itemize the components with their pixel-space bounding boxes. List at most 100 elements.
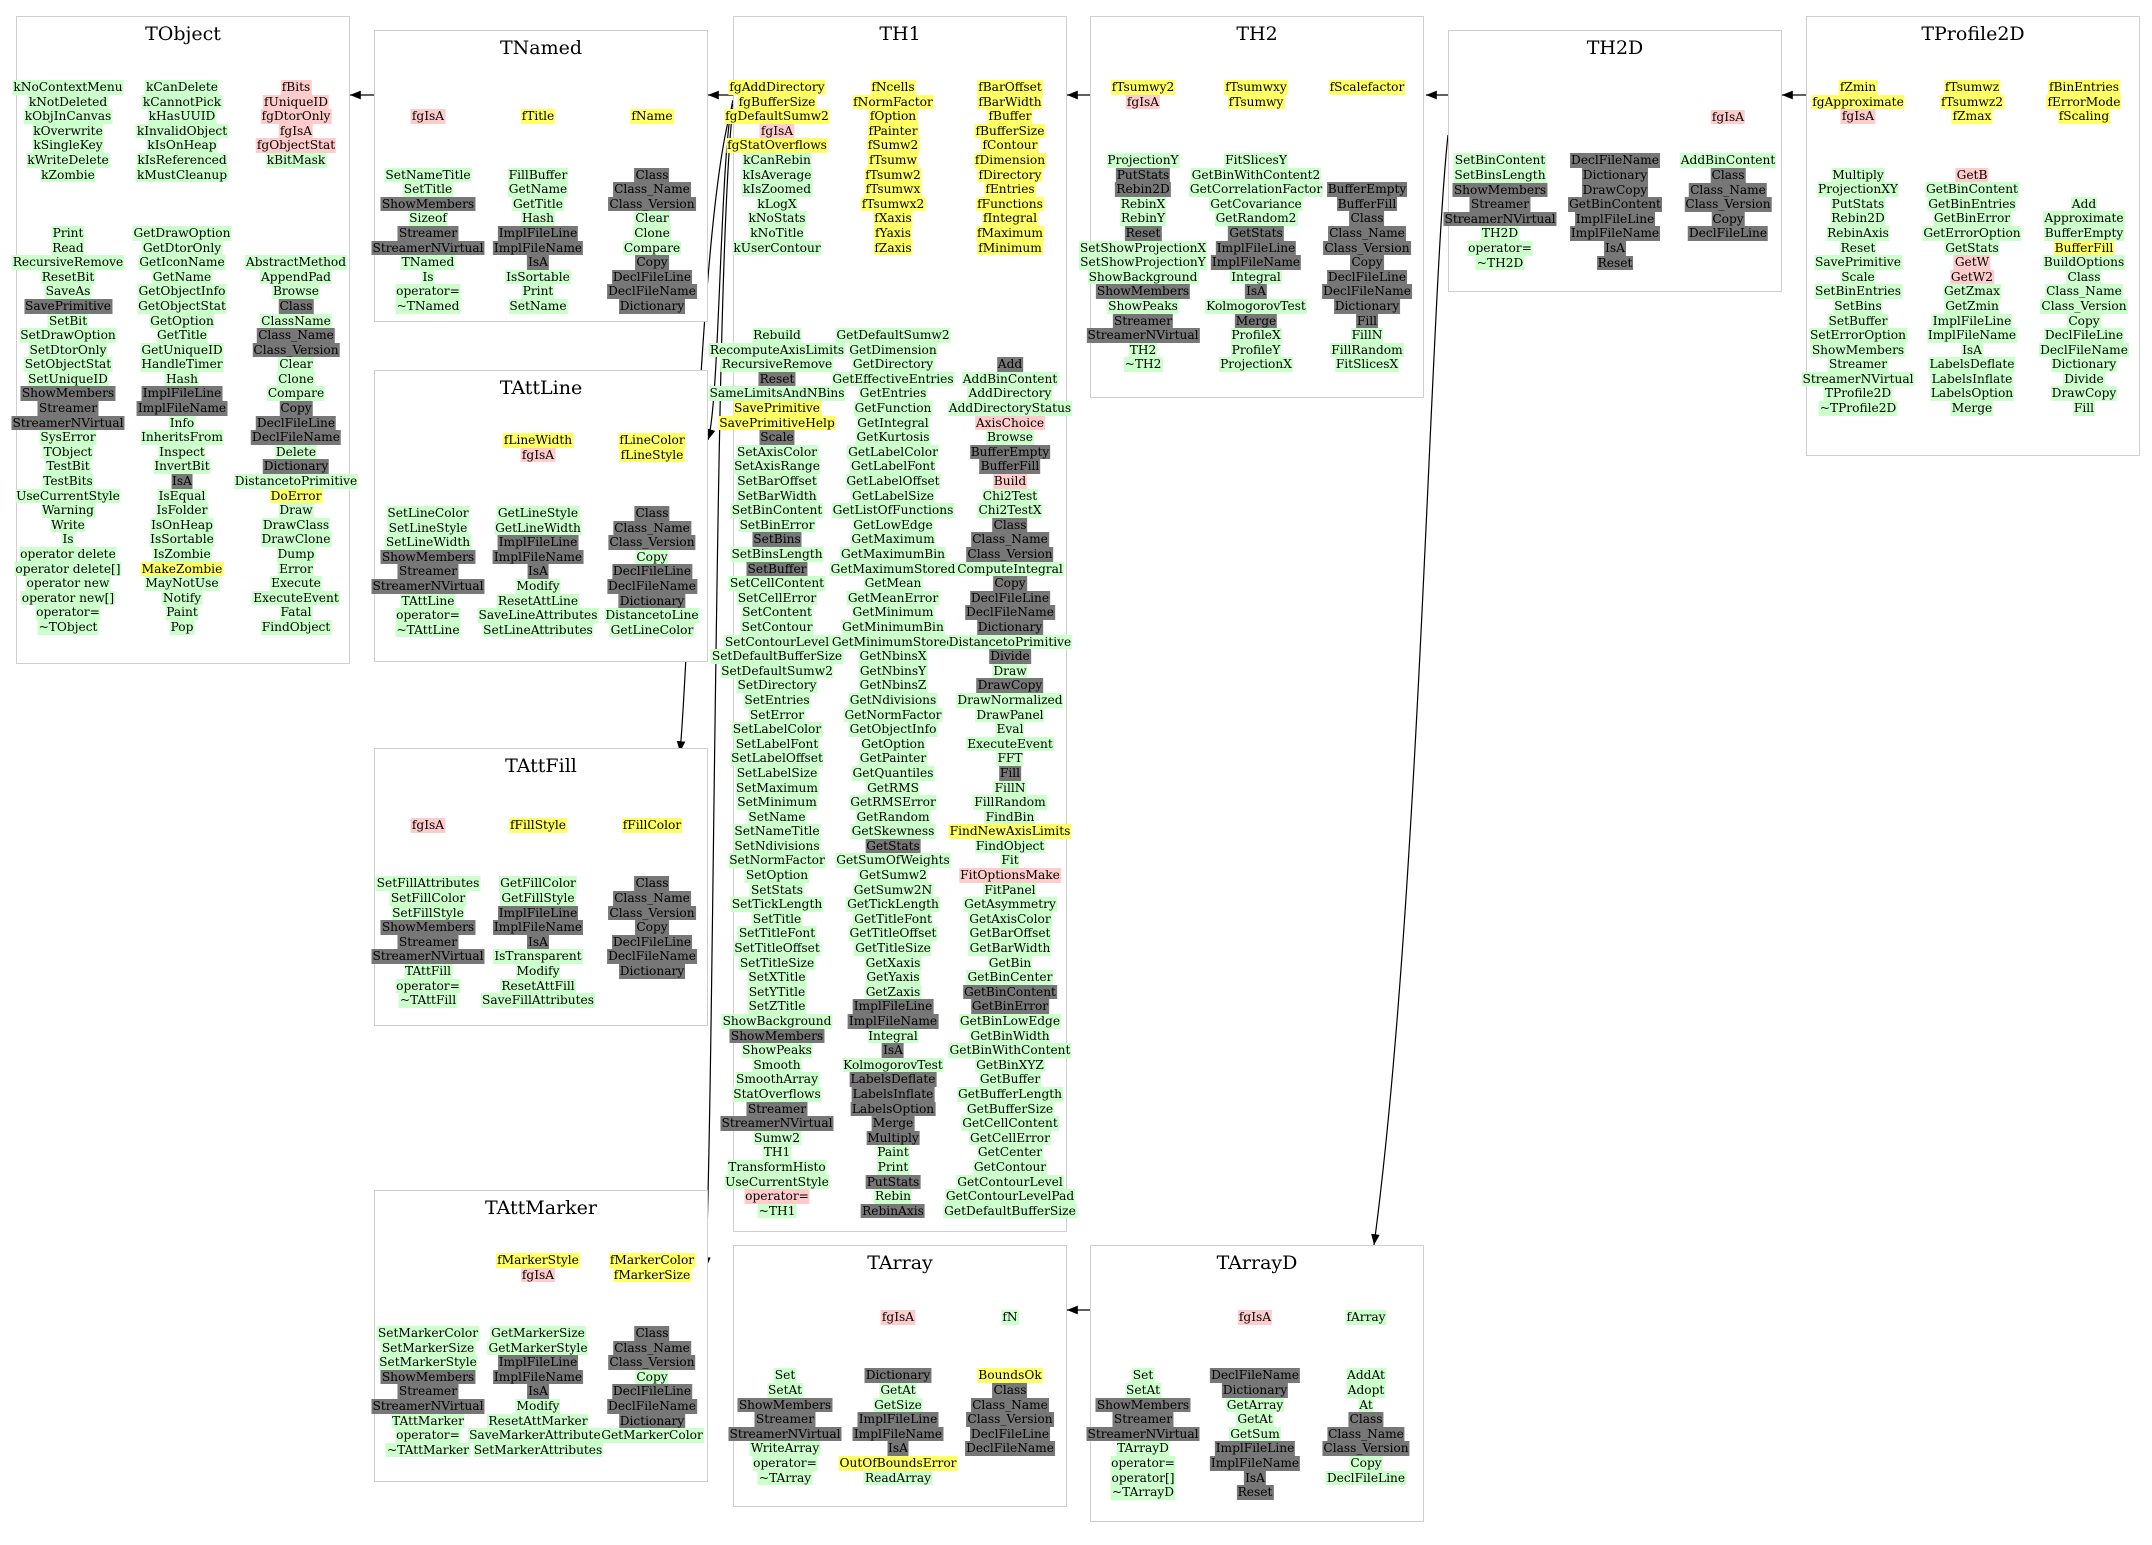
member-fscalefactor: fScalefactor <box>1328 80 1406 95</box>
member-fmaximum: fMaximum <box>975 225 1044 241</box>
member-column: fgIsA SetFillAttributes SetFillColor SetFil… <box>371 818 485 1008</box>
member-getarray: GetArray <box>1225 1397 1285 1413</box>
member-setmarkerattributes: SetMarkerAttributes <box>472 1442 604 1458</box>
member-spacer <box>537 862 539 877</box>
member-drawcopy: DrawCopy <box>2050 386 2118 402</box>
member-ftsumw: fTsumw <box>868 152 918 168</box>
member-column: kNoContextMenu kNotDeleted kObjInCanvas kOv… <box>11 80 125 635</box>
member-getfillcolor: GetFillColor <box>499 876 577 891</box>
member-bufferfill: BufferFill <box>979 459 1041 475</box>
member-getbinlowedge: GetBinLowEdge <box>958 1014 1062 1029</box>
member-isa: IsA <box>171 474 193 489</box>
member-fcontour: fContour <box>981 138 1039 153</box>
member-klogx: kLogX <box>756 196 798 212</box>
member-integral: Integral <box>867 1028 919 1044</box>
member-column: fArray AddAt Adopt At Class Class_Name Class_V… <box>1322 1310 1410 1500</box>
member-column: SetLineColor SetLineStyle SetLineWidth Show… <box>371 433 485 638</box>
member-operator-new: operator new[] <box>20 590 116 606</box>
member-declfilename: DeclFileName <box>607 1398 697 1414</box>
member-getbincontent: GetBinContent <box>1568 197 1662 212</box>
member-showmembers: ShowMembers <box>380 549 476 565</box>
member-declfileline: DeclFileLine <box>255 415 337 431</box>
member-class: Class <box>634 167 670 183</box>
member-operator: operator[] <box>1110 1470 1176 1486</box>
member-spacer <box>776 255 778 270</box>
member-bufferempty: BufferEmpty <box>1326 182 1408 197</box>
member-dictionary: Dictionary <box>1581 167 1649 183</box>
member-fbuffer: fBuffer <box>987 109 1033 124</box>
member-spacer <box>1365 1325 1367 1340</box>
member-isa: IsA <box>1244 1470 1266 1486</box>
member-tnamed: ~TNamed <box>395 298 461 314</box>
member-eval: Eval <box>995 722 1025 737</box>
member-resetattfill: ResetAttFill <box>500 978 576 994</box>
member-spacer <box>1142 1310 1144 1325</box>
member-fitpanel: FitPanel <box>983 882 1037 898</box>
member-dictionary: Dictionary <box>1333 298 1401 314</box>
member-class-version: Class_Version <box>966 1412 1054 1427</box>
member-column: kCanDelete kCannotPick kHasUUID kInvalidObj… <box>132 80 232 635</box>
member-copy: Copy <box>635 1369 669 1385</box>
member-setbinentries: SetBinEntries <box>1813 284 1902 299</box>
member-getsumw2: GetSumw2 <box>858 868 928 883</box>
member-saveprimitive: SavePrimitive <box>733 401 821 416</box>
member-getbufferlength: GetBufferLength <box>956 1086 1064 1102</box>
member-rebinaxis: RebinAxis <box>861 1203 925 1219</box>
member-showmembers: ShowMembers <box>380 1369 476 1385</box>
member-spacer <box>537 833 539 848</box>
member-dictionary: Dictionary <box>864 1368 932 1383</box>
member-getbin: GetBin <box>987 955 1033 971</box>
member-rebinaxis: RebinAxis <box>1826 225 1890 241</box>
member-fbinentries: fBinEntries <box>2047 80 2121 95</box>
member-streamernvirtual: StreamerNVirtual <box>720 1116 834 1131</box>
member-class-name: Class_Name <box>613 890 691 906</box>
member-spacer <box>784 1339 786 1354</box>
member-is: Is <box>421 269 435 285</box>
member-handletimer: HandleTimer <box>140 357 224 372</box>
member-merge: Merge <box>871 1116 915 1131</box>
member-class: Class <box>992 1382 1028 1398</box>
member-saveas: SaveAs <box>44 284 92 299</box>
member-gettitlefont: GetTitleFont <box>853 911 933 927</box>
member-declfilename: DeclFileName <box>965 1441 1055 1456</box>
member-streamernvirtual: StreamerNVirtual <box>1801 371 1915 387</box>
member-fgisa: fgIsA <box>278 123 314 139</box>
member-spacer <box>295 182 297 197</box>
member-streamernvirtual: StreamerNVirtual <box>11 415 125 431</box>
member-copy: Copy <box>993 576 1027 591</box>
member-fill: Fill <box>998 765 1022 781</box>
class-title: TAttMarker <box>485 1197 597 1219</box>
member-getxaxis: GetXaxis <box>864 955 922 971</box>
member-declfileline: DeclFileLine <box>1325 1470 1407 1486</box>
member-spacer <box>1365 1339 1367 1354</box>
member-spacer <box>776 284 778 299</box>
member-fitoptionsmake: FitOptionsMake <box>959 868 1061 883</box>
member-computeintegral: ComputeIntegral <box>956 561 1064 577</box>
member-spacer <box>651 979 653 994</box>
member-declfilename: DeclFileName <box>1570 153 1660 168</box>
member-hash: Hash <box>521 211 555 226</box>
class-title: TObject <box>145 23 221 45</box>
member-column: fBarOffset fBarWidth fBuffer fBufferSize fCo… <box>943 80 1077 1219</box>
member-clear: Clear <box>634 211 670 226</box>
member-spacer <box>651 462 653 477</box>
member-operator-delete: operator delete <box>19 547 117 562</box>
member-spacer <box>1727 241 1729 256</box>
member-isfolder: IsFolder <box>155 503 209 518</box>
member-kolmogorovtest: KolmogorovTest <box>1205 298 1307 314</box>
member-declfileline: DeclFileLine <box>1326 269 1408 285</box>
member-implfileline: ImplFileLine <box>1574 211 1656 227</box>
member-hash: Hash <box>164 371 199 387</box>
member-setfillcolor: SetFillColor <box>389 890 467 906</box>
member-foption: fOption <box>868 109 918 124</box>
member-class: Class <box>278 298 314 314</box>
member-getquantiles: GetQuantiles <box>851 765 935 781</box>
member-getnbinsy: GetNbinsY <box>858 663 928 679</box>
member-spacer <box>1366 109 1368 124</box>
member-notify: Notify <box>161 590 203 606</box>
member-operator: operator= <box>752 1455 818 1471</box>
member-class-version: Class_Version <box>1684 197 1772 212</box>
member-declfilename: DeclFileName <box>607 578 697 594</box>
member-ftsumwx2: fTsumwx2 <box>860 196 926 212</box>
member-fgadddirectory: fgAddDirectory <box>728 80 826 95</box>
